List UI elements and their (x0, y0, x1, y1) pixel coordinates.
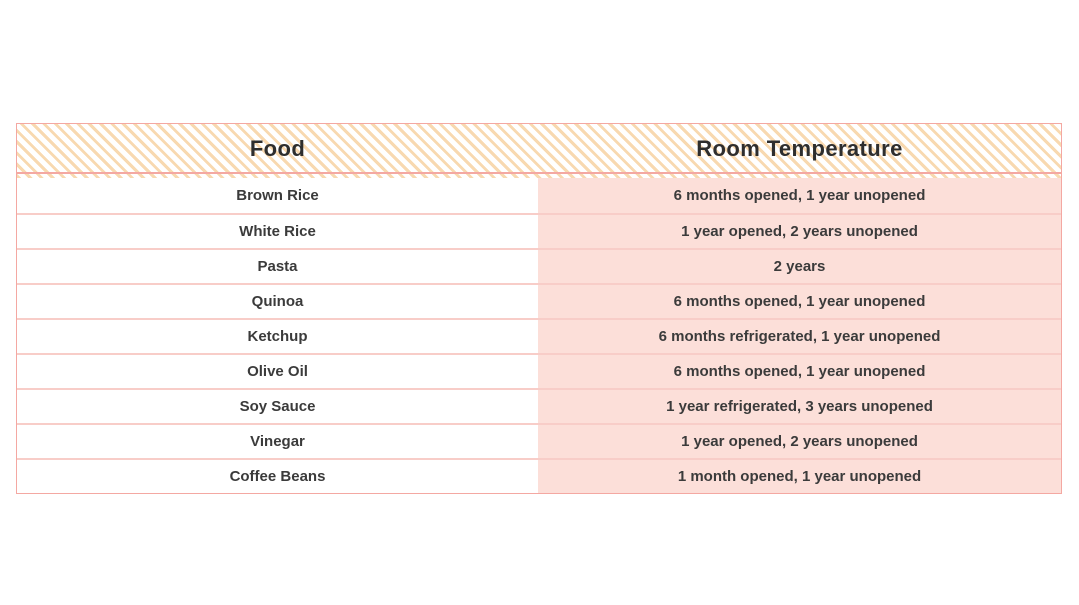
column-header-room-temperature: Room Temperature (696, 136, 903, 161)
food-cell: Ketchup (17, 320, 538, 353)
table-row: Pasta 2 years (17, 248, 1061, 283)
table-row: Coffee Beans 1 month opened, 1 year unop… (17, 458, 1061, 493)
table-body: Brown Rice 6 months opened, 1 year unope… (17, 178, 1061, 493)
table-row: Quinoa 6 months opened, 1 year unopened (17, 283, 1061, 318)
food-storage-table: Food Room Temperature Brown Rice 6 month… (16, 123, 1062, 494)
food-cell: Olive Oil (17, 355, 538, 388)
table-row: White Rice 1 year opened, 2 years unopen… (17, 213, 1061, 248)
table-row: Brown Rice 6 months opened, 1 year unope… (17, 178, 1061, 213)
food-cell: Brown Rice (17, 178, 538, 213)
column-header-food: Food (249, 136, 306, 161)
food-cell: Vinegar (17, 425, 538, 458)
food-cell: Pasta (17, 250, 538, 283)
room-temperature-cell: 6 months opened, 1 year unopened (538, 285, 1061, 318)
room-temperature-cell: 1 year refrigerated, 3 years unopened (538, 390, 1061, 423)
room-temperature-cell: 1 month opened, 1 year unopened (538, 460, 1061, 493)
table-row: Olive Oil 6 months opened, 1 year unopen… (17, 353, 1061, 388)
room-temperature-cell: 6 months opened, 1 year unopened (538, 355, 1061, 388)
table-header-row: Food Room Temperature (17, 124, 1061, 178)
room-temperature-cell: 1 year opened, 2 years unopened (538, 215, 1061, 248)
food-cell: Coffee Beans (17, 460, 538, 493)
food-cell: White Rice (17, 215, 538, 248)
room-temperature-cell: 2 years (538, 250, 1061, 283)
room-temperature-cell: 6 months opened, 1 year unopened (538, 178, 1061, 213)
room-temperature-cell: 6 months refrigerated, 1 year unopened (538, 320, 1061, 353)
room-temperature-cell: 1 year opened, 2 years unopened (538, 425, 1061, 458)
food-cell: Quinoa (17, 285, 538, 318)
table-row: Ketchup 6 months refrigerated, 1 year un… (17, 318, 1061, 353)
table-row: Soy Sauce 1 year refrigerated, 3 years u… (17, 388, 1061, 423)
table-row: Vinegar 1 year opened, 2 years unopened (17, 423, 1061, 458)
food-cell: Soy Sauce (17, 390, 538, 423)
